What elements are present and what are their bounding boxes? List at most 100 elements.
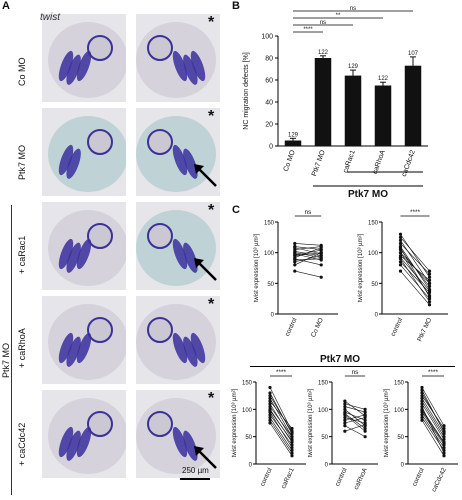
data-point	[420, 413, 424, 417]
group-label: Ptk7 MO	[348, 189, 388, 198]
x-tick-label: Co MO	[283, 149, 297, 173]
data-point	[290, 446, 294, 450]
pair-line	[400, 261, 430, 293]
data-point	[343, 399, 347, 403]
data-point	[290, 430, 294, 434]
pair-line	[421, 398, 445, 435]
data-point	[398, 232, 403, 236]
data-point	[293, 253, 297, 257]
significance-label: ****	[276, 369, 287, 376]
pair-line	[294, 243, 322, 246]
pair-line	[400, 257, 430, 291]
embryo-image	[136, 108, 220, 196]
row-label-co-mo: Co MO	[17, 57, 27, 86]
data-point	[442, 426, 446, 431]
scale-bar	[180, 478, 210, 480]
pair-line	[269, 400, 293, 429]
data-point	[293, 246, 297, 250]
data-point	[268, 405, 272, 409]
y-tick-label: 150	[394, 381, 405, 387]
pair-line	[400, 243, 430, 275]
data-point	[363, 418, 367, 422]
data-point	[420, 408, 424, 413]
x-tick-label: caRac1	[280, 467, 296, 490]
pair-line	[344, 414, 366, 432]
data-point	[319, 257, 323, 261]
data-point	[420, 402, 424, 406]
y-axis-label: twist expression [10³ µm²]	[358, 233, 364, 302]
pair-line	[294, 249, 322, 256]
embryo-image	[42, 108, 126, 196]
embryo-image	[42, 296, 126, 384]
group-label-ptk7-mo: Ptk7 MO	[1, 342, 11, 378]
data-point	[343, 421, 347, 425]
y-tick-label: 40	[265, 100, 273, 107]
row-label-cacdc42: + caCdc42	[17, 422, 27, 466]
y-axis-label: twist expression [10³ µm²]	[232, 388, 238, 457]
data-point	[427, 295, 432, 299]
data-point	[427, 275, 432, 279]
y-tick-label: 100	[264, 251, 275, 257]
data-point	[442, 454, 446, 458]
paired-plot-ptk7-mo: 0 50 100 150 twist expression [10³ µm²] contr…	[358, 209, 448, 343]
data-point	[343, 402, 347, 406]
data-point	[293, 263, 297, 267]
y-tick-label: 50	[397, 435, 404, 441]
data-point	[268, 385, 272, 390]
y-tick-label: 100	[318, 408, 329, 414]
pair-line	[269, 422, 293, 456]
pair-line	[421, 406, 445, 454]
pair-line	[344, 425, 366, 437]
data-point	[290, 426, 294, 431]
x-tick-label: control	[390, 316, 405, 337]
y-tick-label: 0	[271, 313, 275, 319]
x-tick-label: Ptk7 MO	[416, 317, 433, 343]
pair-line	[294, 251, 322, 257]
n-label: 122	[318, 50, 329, 56]
data-point	[363, 426, 367, 431]
data-point	[343, 407, 347, 411]
y-tick-label: 150	[368, 221, 379, 227]
embryo-image	[136, 14, 220, 102]
data-point	[398, 263, 403, 267]
data-point	[420, 405, 424, 409]
data-point	[398, 238, 403, 242]
pair-line	[421, 387, 445, 426]
data-point	[363, 429, 367, 433]
y-tick-label: 50	[321, 435, 328, 441]
data-point	[420, 418, 424, 422]
n-label: 122	[378, 76, 389, 82]
pair-line	[400, 264, 430, 299]
x-tick-label: caCdc42	[401, 149, 417, 177]
data-point	[427, 278, 432, 282]
data-point	[290, 435, 294, 439]
data-point	[420, 394, 424, 398]
data-point	[442, 446, 446, 450]
n-label: 129	[288, 132, 299, 138]
bar-chart-nc-migration: 0 20 40 60 80 100 NC migration defects [%] 129 C…	[243, 6, 428, 198]
pair-line	[421, 420, 445, 456]
pair-line	[269, 410, 293, 442]
bar	[314, 58, 332, 146]
y-tick-label: 100	[368, 251, 379, 257]
pair-line	[421, 395, 445, 429]
data-point	[268, 402, 272, 406]
significance-label: ns	[350, 6, 356, 12]
pair-line	[421, 410, 445, 444]
arrow-icon	[194, 258, 217, 281]
pair-line	[400, 252, 430, 284]
data-point	[420, 385, 424, 390]
data-point	[268, 391, 272, 395]
embryo-image	[42, 14, 126, 102]
data-point	[420, 388, 424, 392]
data-point	[343, 418, 347, 422]
pair-line	[269, 417, 293, 451]
data-point	[343, 415, 347, 420]
data-point	[427, 289, 432, 293]
row-label-carac1: + caRac1	[17, 235, 27, 274]
asterisk-marker: *	[208, 390, 215, 407]
significance-label: **	[336, 13, 341, 19]
data-point	[268, 399, 272, 403]
data-point	[427, 281, 432, 285]
data-point	[343, 424, 347, 428]
